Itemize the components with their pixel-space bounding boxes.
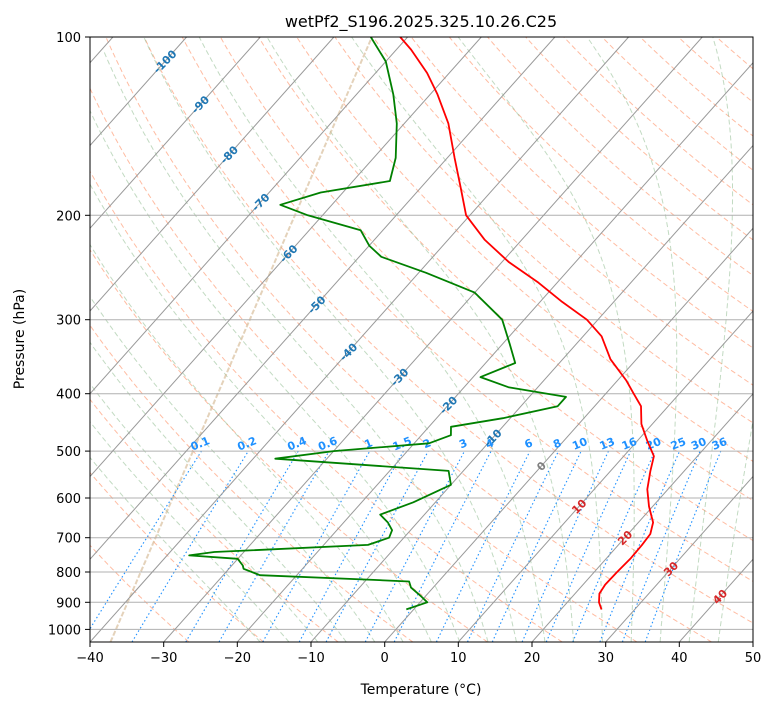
- x-tick-label: −10: [297, 651, 324, 666]
- sounding-profiles: [188, 37, 655, 611]
- moist-adiabat: [198, 37, 546, 642]
- mixing-ratio-label: 1: [363, 436, 375, 451]
- x-tick-label: 0: [381, 651, 389, 666]
- isotherm-line: [90, 37, 629, 642]
- background-lines: [90, 37, 753, 642]
- dry-adiabat: [90, 170, 563, 642]
- temperature-profile: [399, 37, 655, 610]
- dry-adiabat: [90, 248, 488, 642]
- y-tick-label: 800: [56, 566, 81, 581]
- isotherm-line: [310, 144, 753, 642]
- x-tick-label: 30: [597, 651, 614, 666]
- y-tick-label: 500: [56, 445, 81, 460]
- y-tick-label: 900: [56, 596, 81, 611]
- x-tick-label: 40: [671, 651, 688, 666]
- mixing-ratio-line: [644, 450, 722, 642]
- moist-adiabat: [90, 295, 376, 642]
- chart-title: wetPf2_S196.2025.325.10.26.C25: [285, 12, 557, 32]
- moist-adiabat: [90, 109, 461, 642]
- ice-line: [109, 37, 373, 642]
- isotherm-line: [90, 37, 261, 230]
- isotherm-line: [531, 393, 753, 642]
- moist-adiabat: [457, 37, 635, 642]
- moist-adiabat: [90, 341, 347, 642]
- x-tick-label: −20: [224, 651, 251, 666]
- mixing-ratio-line: [90, 450, 202, 630]
- mixing-ratio-line: [521, 450, 609, 642]
- x-axis-ticks: −40 −30 −20 −10 0 10 20 30 40 50: [76, 642, 761, 666]
- dry-adiabat: [143, 37, 753, 624]
- moist-adiabat: [688, 37, 734, 642]
- x-tick-label: 10: [450, 651, 467, 666]
- moist-adiabat: [90, 456, 261, 642]
- mixing-ratio-label: 3: [457, 436, 469, 451]
- moist-adiabat: [351, 37, 603, 642]
- y-tick-label: 700: [56, 532, 81, 547]
- dewpoint-profile: [188, 37, 567, 611]
- y-tick-label: 600: [56, 492, 81, 507]
- dry-adiabat: [372, 37, 753, 386]
- isotherm-line: [163, 37, 703, 642]
- x-tick-label: 20: [524, 651, 541, 666]
- mixing-ratio-line: [572, 450, 656, 642]
- dry-adiabat: [181, 37, 753, 582]
- isotherm-line: [752, 641, 753, 642]
- mixing-ratio-label: 25: [669, 435, 688, 453]
- mixing-ratio-label: 36: [710, 435, 729, 453]
- y-tick-label: 400: [56, 388, 81, 403]
- y-tick-label: 300: [56, 314, 81, 329]
- y-axis-ticks: 100 200 300 400 500 600 700 800 900 1000: [48, 31, 90, 638]
- mixing-ratio-line: [621, 450, 701, 642]
- y-tick-label: 1000: [48, 623, 81, 638]
- x-tick-label: −30: [150, 651, 177, 666]
- mixing-ratio-label: 10: [570, 435, 589, 453]
- mixing-ratio-line: [325, 450, 429, 642]
- moist-adiabat: [266, 37, 575, 642]
- isotherm-lines: [90, 37, 753, 642]
- isotherm-line: [384, 227, 753, 642]
- isotherm-line: [605, 475, 753, 642]
- dry-adiabat: [296, 37, 753, 462]
- x-tick-label: −40: [76, 651, 103, 666]
- moist-adiabat: [586, 37, 678, 642]
- isotherm-line: [90, 37, 482, 478]
- mixing-ratio-label: 30: [689, 435, 708, 453]
- moist-adiabat: [717, 418, 753, 642]
- moist-adiabat: [90, 421, 290, 642]
- mixing-ratio-line: [599, 450, 681, 642]
- isotherm-line: [90, 37, 408, 395]
- isotherm-line: [90, 37, 187, 147]
- moist-adiabat: [90, 382, 319, 642]
- x-axis-label: Temperature (°C): [360, 682, 482, 698]
- pressure-gridlines: [90, 37, 753, 630]
- mixing-ratio-line: [435, 450, 531, 642]
- isotherm-line: [90, 37, 335, 312]
- isotherm-line: [457, 310, 753, 642]
- mixing-ratio-line: [545, 450, 632, 642]
- mixing-ratio-line: [393, 450, 492, 642]
- dry-adiabat: [90, 87, 638, 642]
- mixing-ratio-line: [262, 450, 371, 642]
- moist-adiabat: [143, 37, 517, 642]
- x-tick-label: 50: [745, 651, 762, 666]
- y-tick-label: 200: [56, 209, 81, 224]
- plot-frame: [89, 36, 754, 643]
- isotherm-line: [90, 37, 556, 560]
- dry-adiabat: [258, 37, 753, 502]
- mixing-ratio-label: 16: [620, 435, 639, 453]
- moist-adiabat: [102, 49, 489, 642]
- mixing-ratio-line: [298, 450, 404, 642]
- mixing-ratio-label: 8: [551, 436, 563, 451]
- mixing-ratio-label: 20: [644, 435, 663, 453]
- mixing-ratio-label: 13: [598, 435, 617, 453]
- dry-adiabat: [90, 471, 264, 642]
- moist-adiabat: [90, 183, 432, 642]
- isotherm-line: [236, 61, 753, 642]
- y-axis-label: Pressure (hPa): [12, 289, 28, 389]
- y-tick-label: 100: [56, 31, 81, 46]
- moist-adiabat: [90, 243, 404, 642]
